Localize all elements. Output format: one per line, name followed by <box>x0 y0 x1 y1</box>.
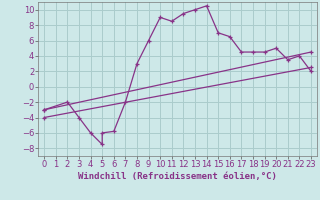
X-axis label: Windchill (Refroidissement éolien,°C): Windchill (Refroidissement éolien,°C) <box>78 172 277 181</box>
